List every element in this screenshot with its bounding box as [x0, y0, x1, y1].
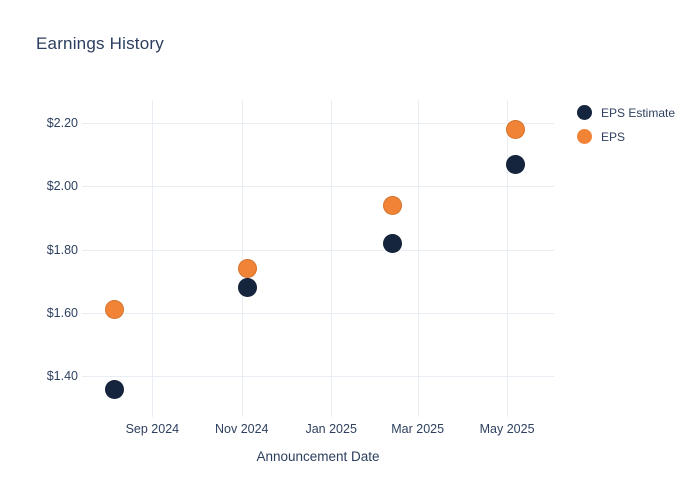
legend-item-eps-estimate[interactable]: EPS Estimate — [577, 105, 675, 120]
y-tick-label: $2.00 — [46, 179, 78, 194]
data-point-eps[interactable] — [506, 119, 526, 139]
x-axis-title: Announcement Date — [256, 449, 380, 464]
x-gridline — [417, 100, 419, 417]
x-tick-label: May 2025 — [479, 422, 535, 436]
data-point-eps-estimate[interactable] — [238, 278, 258, 298]
x-tick-label: Nov 2024 — [215, 422, 269, 436]
x-tick-label: Jan 2025 — [305, 422, 357, 436]
x-gridline — [241, 100, 243, 417]
y-tick-label: $1.40 — [46, 369, 78, 384]
y-gridline — [82, 122, 554, 124]
y-tick-label: $1.60 — [46, 306, 78, 321]
y-tick-label: $2.20 — [46, 115, 78, 130]
legend-label: EPS — [601, 129, 626, 144]
data-point-eps[interactable] — [104, 300, 124, 320]
legend: EPS Estimate EPS — [577, 105, 675, 153]
y-gridline — [82, 376, 554, 378]
x-tick-label: Sep 2024 — [125, 422, 180, 436]
eps-estimate-marker-icon — [577, 105, 592, 120]
legend-label: EPS Estimate — [601, 105, 676, 120]
y-gridline — [82, 186, 554, 188]
eps-marker-icon — [577, 129, 592, 144]
data-point-eps-estimate[interactable] — [506, 154, 526, 174]
x-gridline — [331, 100, 333, 417]
y-gridline — [82, 313, 554, 315]
x-gridline — [152, 100, 154, 417]
data-point-eps[interactable] — [238, 259, 258, 279]
x-gridline — [507, 100, 509, 417]
y-gridline — [82, 249, 554, 251]
data-point-eps[interactable] — [383, 195, 403, 215]
x-tick-label: Mar 2025 — [391, 422, 445, 436]
chart-title: Earnings History — [36, 34, 164, 53]
data-point-eps-estimate[interactable] — [383, 233, 403, 253]
y-tick-label: $1.80 — [46, 242, 78, 257]
legend-item-eps[interactable]: EPS — [577, 129, 675, 144]
data-point-eps-estimate[interactable] — [104, 379, 124, 399]
